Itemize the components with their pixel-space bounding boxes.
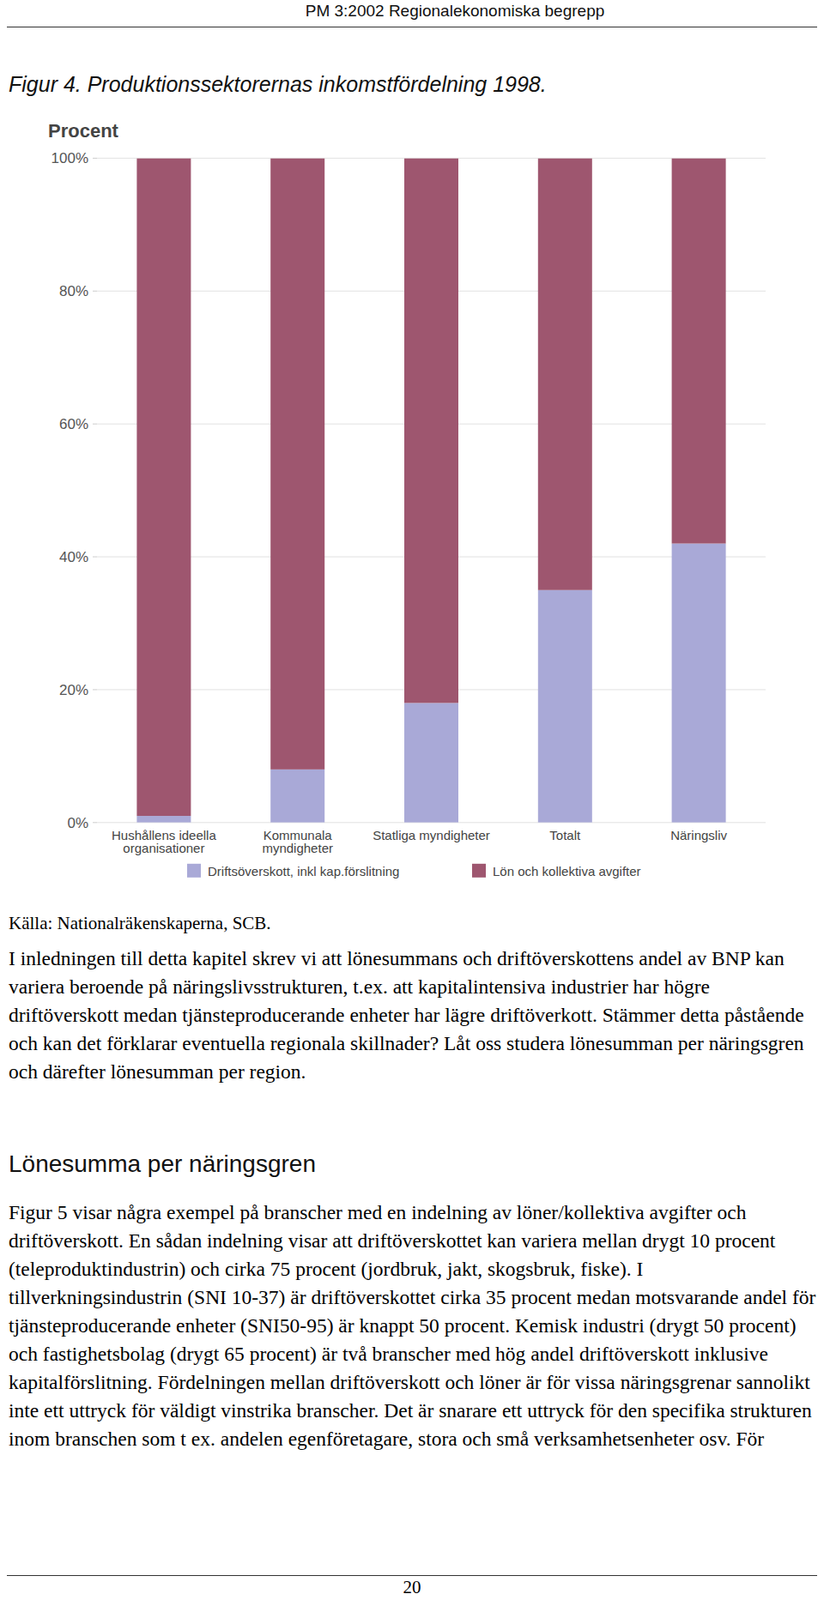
y-axis-label: Procent xyxy=(48,120,120,142)
tick-label: 40% xyxy=(59,549,89,566)
chart: Figur 4. Produktionssektorernas inkomstf… xyxy=(0,0,824,897)
tick-mark xyxy=(92,689,97,691)
tick-mark xyxy=(92,157,97,159)
bar-segment xyxy=(672,157,727,544)
figure-title: Figur 4. Produktionssektorernas inkomstf… xyxy=(8,72,547,97)
legend-label: Driftsöverskott, inkl kap.förslitning xyxy=(207,864,400,879)
bar-segment xyxy=(136,157,191,817)
header-rule xyxy=(6,26,818,28)
legend-swatch xyxy=(187,864,201,879)
tick-label: 80% xyxy=(59,283,89,300)
category-label-line: myndigheter xyxy=(261,841,334,856)
bar-segment xyxy=(270,157,325,770)
tick-mark xyxy=(92,424,97,425)
tick-label: 100% xyxy=(51,150,89,167)
paragraph: Figur 5 visar några exempel på branscher… xyxy=(8,1199,820,1455)
tick-label: 60% xyxy=(59,416,89,433)
category-label: Statliga myndigheter xyxy=(372,828,491,843)
tick-label: 20% xyxy=(59,682,89,699)
tick-mark xyxy=(92,290,97,292)
category-label: Kommunalamyndigheter xyxy=(261,828,334,856)
page-header: PM 3:2002 Regionalekonomiska begrepp xyxy=(0,1,824,21)
page-number: 20 xyxy=(0,1577,824,1600)
category-label: Totalt xyxy=(549,828,582,843)
bar-segment xyxy=(404,157,459,703)
legend-swatch xyxy=(472,864,486,879)
bar-segment xyxy=(538,590,593,824)
category-label-line: Totalt xyxy=(549,828,582,843)
source-note: Källa: Nationalräkenskaperna, SCB. xyxy=(8,909,820,939)
bar-segment xyxy=(672,544,727,824)
legend-label: Lön och kollektiva avgifter xyxy=(492,864,642,879)
bar-segment xyxy=(270,769,325,824)
bar-segment xyxy=(538,157,593,590)
tick-label: 0% xyxy=(66,815,89,832)
bar-segment xyxy=(404,702,459,823)
paragraph: I inledningen till detta kapitel skrev v… xyxy=(8,945,820,1087)
category-label-line: organisationer xyxy=(122,841,205,856)
tick-mark xyxy=(92,822,97,824)
footer-rule xyxy=(6,1575,818,1577)
section-heading: Lönesumma per näringsgren xyxy=(8,1151,316,1179)
bar-segment xyxy=(136,816,191,824)
category-label: Hushållens ideellaorganisationer xyxy=(111,828,217,856)
bars xyxy=(136,157,726,823)
category-label-line: Näringsliv xyxy=(670,828,728,843)
category-label-line: Statliga myndigheter xyxy=(372,828,491,843)
category-label: Näringsliv xyxy=(670,828,728,843)
tick-mark xyxy=(92,557,97,558)
